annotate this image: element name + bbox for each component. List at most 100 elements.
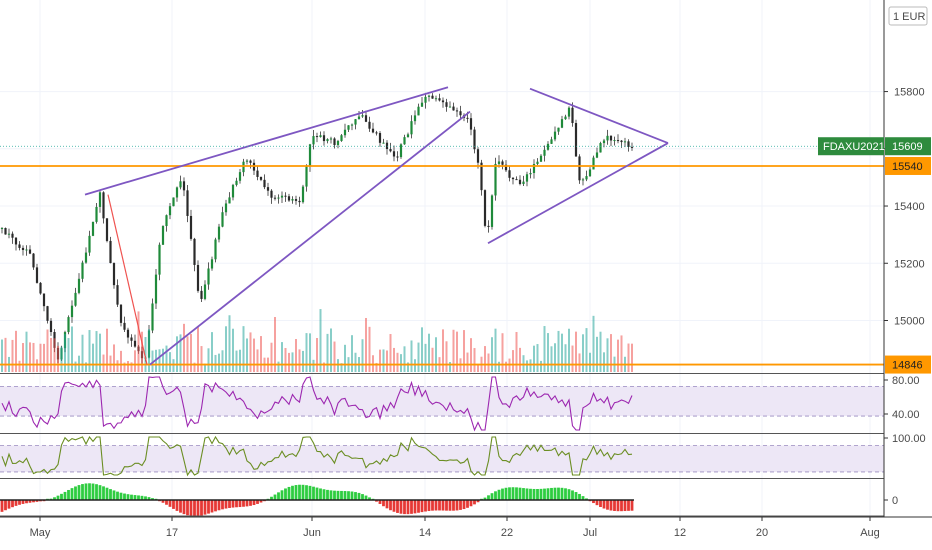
histogram-bar <box>123 493 126 500</box>
volume-bar <box>414 359 416 372</box>
histogram-bar <box>595 500 599 506</box>
histogram-bar <box>347 491 350 500</box>
volume-bar <box>207 348 210 372</box>
candle-body <box>249 160 252 163</box>
candle-body <box>32 253 35 268</box>
histogram-bar <box>305 485 308 500</box>
volume-bar <box>351 335 353 372</box>
histogram-bar <box>606 500 609 510</box>
histogram-bar <box>476 500 480 503</box>
price-axis: 1 EUR158001560015400152001500080.0040.00… <box>883 0 932 550</box>
histogram-bar <box>249 500 252 506</box>
histogram-bar <box>277 492 280 500</box>
volume-bar <box>442 329 444 372</box>
candle-body <box>427 95 431 97</box>
candle-body <box>217 226 221 240</box>
volume-bar <box>67 338 70 372</box>
volume-bar <box>571 345 574 372</box>
volume-bar <box>543 326 546 372</box>
histogram-bar <box>18 500 21 505</box>
histogram-bar <box>424 500 427 512</box>
histogram-bar <box>224 500 228 509</box>
volume-bar <box>529 359 532 372</box>
volume-bar <box>4 337 7 372</box>
volume-bar <box>603 352 605 372</box>
candle-body <box>480 162 483 191</box>
candle-body <box>616 140 620 142</box>
candles <box>0 92 634 364</box>
histogram-bar <box>417 500 420 513</box>
histogram-bar <box>200 500 203 516</box>
volume-bar <box>302 350 304 372</box>
support-price-badge <box>885 355 931 374</box>
volume-bar <box>452 329 455 372</box>
candle-body <box>95 206 98 222</box>
candle-body <box>364 115 368 122</box>
volume-bar <box>186 336 189 372</box>
volume-bar <box>424 343 427 372</box>
candle-body <box>490 195 494 227</box>
histogram-bar <box>245 500 249 507</box>
histogram-bar <box>553 487 557 500</box>
histogram-bar <box>95 484 98 500</box>
volume-bar <box>193 362 196 372</box>
volume-bar <box>242 326 245 372</box>
histogram-bar <box>455 500 459 511</box>
volume-bar <box>116 360 119 372</box>
oscillator-tick-label: 0 <box>892 495 898 507</box>
volume-bar <box>407 362 409 372</box>
candle-body <box>588 169 592 177</box>
volume-bar <box>620 335 623 372</box>
histogram-bar <box>490 493 494 500</box>
volume-bar <box>627 343 630 372</box>
candle-body <box>200 290 203 299</box>
histogram-bar <box>623 500 627 512</box>
histogram-bar <box>483 497 487 500</box>
candle-body <box>203 284 207 299</box>
volume-bar <box>85 362 87 372</box>
volume-bar <box>456 331 458 372</box>
candle-body <box>301 186 305 203</box>
volume-bar <box>18 360 21 372</box>
candle-body <box>231 184 235 198</box>
histogram-bar <box>431 500 434 511</box>
candle-body <box>21 247 25 251</box>
candle-body <box>417 106 420 116</box>
volume-bar <box>505 361 507 372</box>
volume-bar <box>11 339 14 372</box>
candle-body <box>81 262 84 279</box>
histogram-bar <box>112 490 116 500</box>
histogram-bar <box>252 500 256 506</box>
histogram-bar <box>63 491 67 500</box>
candle-body <box>67 317 70 333</box>
candle-body <box>371 128 375 133</box>
volume-bar <box>340 363 343 372</box>
histogram-bar <box>126 494 130 500</box>
volume-bar <box>148 329 150 372</box>
histogram-bar <box>284 488 287 500</box>
volume-bar <box>487 353 490 372</box>
volume-bar <box>463 330 465 372</box>
histogram-bar <box>186 500 189 516</box>
candle-body <box>322 135 326 142</box>
histogram-bar <box>469 500 473 507</box>
histogram-bar <box>84 483 88 500</box>
histogram-bar <box>56 495 60 500</box>
volume-bar <box>239 349 241 372</box>
histogram-bar <box>518 487 522 500</box>
volume-bar <box>316 338 318 372</box>
candle-body <box>508 170 511 178</box>
histogram-bar <box>354 492 357 500</box>
volume-bar <box>550 346 553 372</box>
price-tick-label: 15400 <box>894 201 925 213</box>
trend-line <box>529 87 669 144</box>
volume-bar <box>417 342 420 372</box>
volume-bar <box>270 342 273 372</box>
trend-line <box>149 110 471 366</box>
candle-body <box>287 196 291 201</box>
candle-body <box>403 137 406 145</box>
candle-body <box>494 163 497 196</box>
histogram-bar <box>392 500 396 512</box>
candle-body <box>602 140 606 144</box>
